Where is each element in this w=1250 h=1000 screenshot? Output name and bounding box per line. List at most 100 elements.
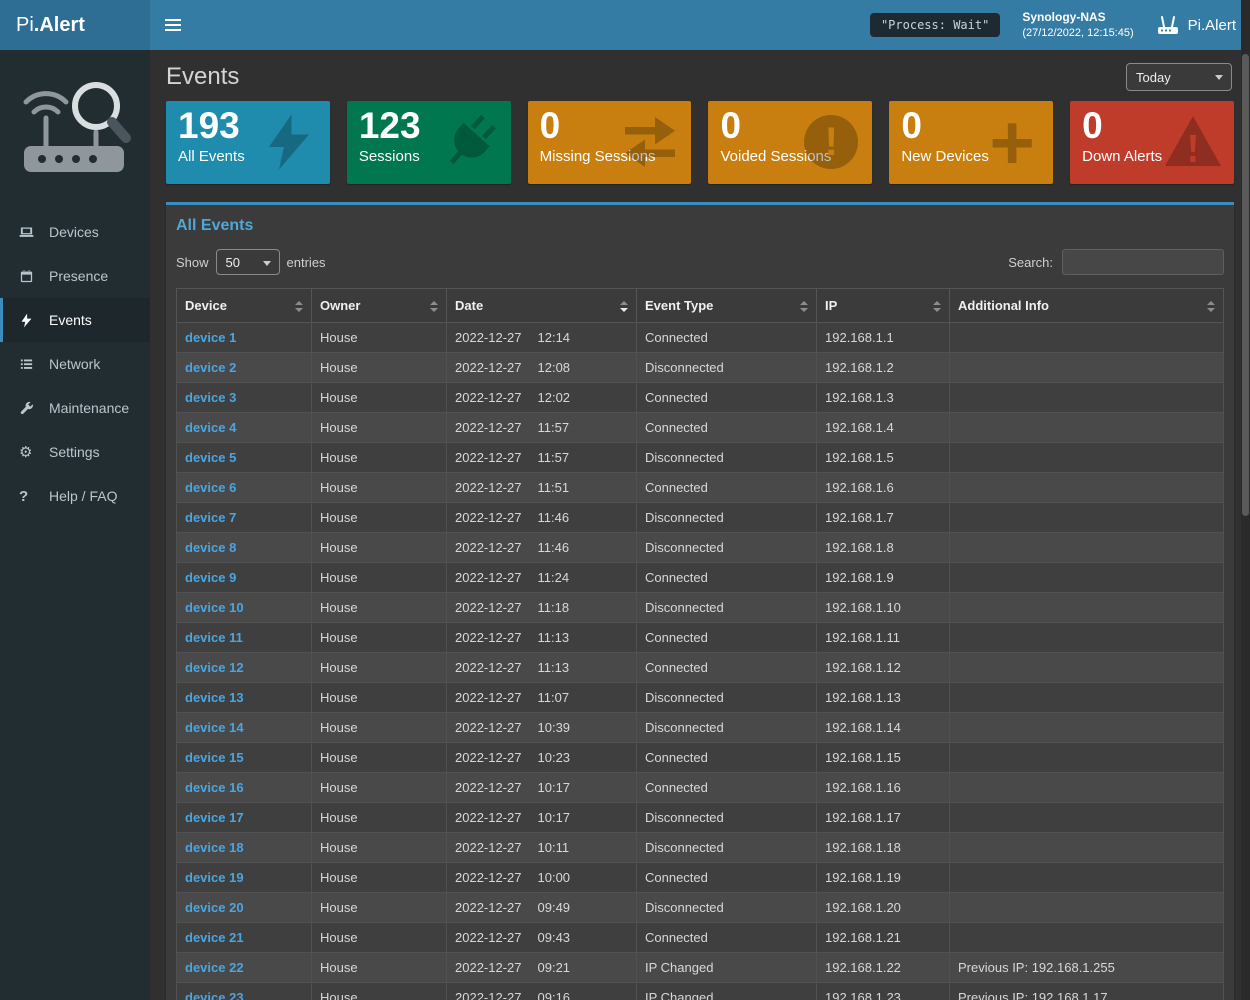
- device-link[interactable]: device 7: [185, 510, 237, 525]
- date-cell: 2022-12-27 10:00: [446, 862, 637, 893]
- info-cell: Previous IP: 192.168.1.17: [949, 982, 1224, 1000]
- sidebar-item-devices[interactable]: Devices: [0, 210, 150, 254]
- table-row: device 18 House 2022-12-27 10:11 Disconne…: [176, 832, 1224, 863]
- host-timestamp: (27/12/2022, 12:15:45): [1022, 26, 1134, 39]
- laptop-icon: [19, 225, 43, 240]
- device-link[interactable]: device 17: [185, 810, 244, 825]
- device-link[interactable]: device 13: [185, 690, 244, 705]
- summary-cards: 193 All Events 123 Sessions 0 Missing Se…: [166, 101, 1234, 184]
- device-link[interactable]: device 9: [185, 570, 237, 585]
- table-row: device 7 House 2022-12-27 11:46 Disconnec…: [176, 502, 1224, 533]
- table-controls: Show 50 entries Search:: [176, 249, 1224, 275]
- device-link[interactable]: device 6: [185, 480, 237, 495]
- sidebar-item-help[interactable]: ? Help / FAQ: [0, 474, 150, 518]
- time-value: 10:00: [537, 870, 571, 885]
- date-value: 2022-12-27: [455, 450, 522, 465]
- sidebar-item-maintenance[interactable]: Maintenance: [0, 386, 150, 430]
- device-link[interactable]: device 20: [185, 900, 244, 915]
- scrollbar-thumb[interactable]: [1242, 54, 1249, 516]
- device-link[interactable]: device 23: [185, 990, 244, 1000]
- device-link[interactable]: device 4: [185, 420, 237, 435]
- ip-cell: 192.168.1.18: [816, 832, 950, 863]
- owner-cell: House: [311, 322, 447, 353]
- sidebar-item-settings[interactable]: ⚙ Settings: [0, 430, 150, 474]
- info-cell: [949, 802, 1224, 833]
- sidebar-toggle-icon[interactable]: [150, 0, 196, 50]
- sidebar-item-events[interactable]: Events: [0, 298, 150, 342]
- card-missing-sessions[interactable]: 0 Missing Sessions: [527, 101, 692, 184]
- device-link[interactable]: device 12: [185, 660, 244, 675]
- device-link[interactable]: device 14: [185, 720, 244, 735]
- event-type-cell: Disconnected: [636, 592, 817, 623]
- column-header-owner[interactable]: Owner: [311, 288, 447, 323]
- event-type-cell: Connected: [636, 862, 817, 893]
- sidebar-item-presence[interactable]: Presence: [0, 254, 150, 298]
- device-link[interactable]: device 19: [185, 870, 244, 885]
- search-input[interactable]: [1062, 249, 1224, 275]
- column-header-additional-info[interactable]: Additional Info: [949, 288, 1224, 323]
- card-label: Down Alerts: [1082, 147, 1163, 165]
- time-value: 11:46: [537, 540, 570, 555]
- table-row: device 14 House 2022-12-27 10:39 Disconne…: [176, 712, 1224, 743]
- event-type-cell: IP Changed: [636, 952, 817, 983]
- card-sessions[interactable]: 123 Sessions: [346, 101, 511, 184]
- sidebar-item-network[interactable]: Network: [0, 342, 150, 386]
- card-all-events[interactable]: 193 All Events: [166, 101, 330, 184]
- page-scrollbar[interactable]: [1241, 0, 1250, 1000]
- date-cell: 2022-12-27 11:18: [446, 592, 637, 623]
- card-new-devices[interactable]: 0 New Devices +: [889, 101, 1054, 184]
- table-row: device 20 House 2022-12-27 09:49 Disconne…: [176, 892, 1224, 923]
- column-header-ip[interactable]: IP: [816, 288, 950, 323]
- time-value: 11:18: [537, 600, 570, 615]
- ip-cell: 192.168.1.9: [816, 562, 950, 593]
- period-select[interactable]: Today: [1126, 63, 1232, 91]
- owner-cell: House: [311, 412, 447, 443]
- app-logo-light: Pi: [16, 13, 34, 36]
- device-link[interactable]: device 15: [185, 750, 244, 765]
- device-link[interactable]: device 3: [185, 390, 237, 405]
- time-value: 11:57: [537, 420, 570, 435]
- event-type-cell: Connected: [636, 922, 817, 953]
- info-cell: [949, 532, 1224, 563]
- page-title: Events: [166, 63, 240, 90]
- card-value: 0: [720, 105, 742, 146]
- info-cell: [949, 442, 1224, 473]
- card-voided-sessions[interactable]: 0 Voided Sessions !: [708, 101, 873, 184]
- sort-icon: [620, 301, 628, 312]
- device-link[interactable]: device 5: [185, 450, 237, 465]
- owner-cell: House: [311, 352, 447, 383]
- owner-cell: House: [311, 592, 447, 623]
- card-value: 193: [178, 105, 240, 146]
- card-label: Missing Sessions: [539, 147, 656, 165]
- column-header-date[interactable]: Date: [446, 288, 637, 323]
- device-link[interactable]: device 21: [185, 930, 244, 945]
- info-cell: [949, 412, 1224, 443]
- navbar-brand-label: Pi.Alert: [1187, 16, 1236, 34]
- page-length-select[interactable]: 50: [215, 249, 280, 275]
- date-cell: 2022-12-27 10:17: [446, 772, 637, 803]
- plus-icon: +: [989, 101, 1035, 184]
- period-select-wrap: Today: [1126, 63, 1232, 91]
- device-link[interactable]: device 16: [185, 780, 244, 795]
- device-link[interactable]: device 11: [185, 630, 243, 645]
- card-down-alerts[interactable]: 0 Down Alerts: [1070, 101, 1234, 184]
- device-link[interactable]: device 2: [185, 360, 237, 375]
- column-header-device[interactable]: Device: [176, 288, 312, 323]
- event-type-cell: Connected: [636, 622, 817, 653]
- time-value: 09:16: [537, 990, 571, 1000]
- page-length-control: Show 50 entries: [176, 249, 326, 275]
- info-cell: [949, 772, 1224, 803]
- device-link[interactable]: device 22: [185, 960, 244, 975]
- device-link[interactable]: device 18: [185, 840, 244, 855]
- info-cell: [949, 892, 1224, 923]
- table-header-row: Device Owner Date Event Type IP: [176, 288, 1224, 323]
- date-value: 2022-12-27: [455, 660, 522, 675]
- device-link[interactable]: device 10: [185, 600, 244, 615]
- device-link[interactable]: device 8: [185, 540, 237, 555]
- device-link[interactable]: device 1: [185, 330, 237, 345]
- router-magnifier-icon: [23, 82, 131, 172]
- event-type-cell: Disconnected: [636, 832, 817, 863]
- exchange-icon: [619, 111, 681, 173]
- info-cell: [949, 742, 1224, 773]
- column-header-event-type[interactable]: Event Type: [636, 288, 817, 323]
